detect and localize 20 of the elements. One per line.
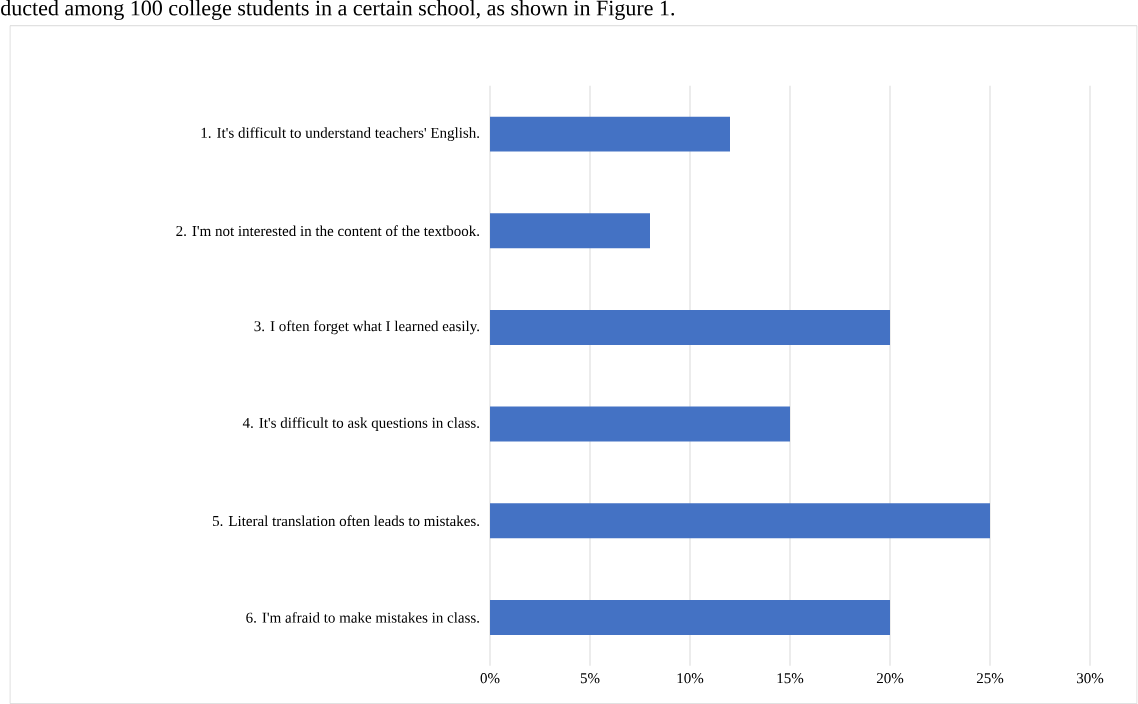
x-tick-label: 0% xyxy=(480,672,500,684)
x-tick-label: 10% xyxy=(677,672,704,684)
y-tick-label: 3. I often forget what I learned easily. xyxy=(254,320,480,335)
x-tick-label: 20% xyxy=(876,672,904,684)
x-tick-label: 15% xyxy=(777,672,804,684)
y-tick-label: 4. It's difficult to ask questions in class. xyxy=(242,417,479,431)
bar xyxy=(490,599,890,635)
bar xyxy=(490,503,990,539)
bar xyxy=(490,309,890,345)
y-tick-label: 1. It's difficult to understand teachers' English. xyxy=(201,127,479,141)
text: ducted among 100 college students in a certain school, as shown in Figure 1. xyxy=(1,0,675,20)
y-tick-label: 2. I'm not interested in the content of the textbook. xyxy=(176,225,479,237)
x-tick-label: 30% xyxy=(1076,672,1104,684)
y-tick-label: 6. I'm afraid to make mistakes in class. xyxy=(246,611,479,623)
bar xyxy=(490,116,730,152)
x-tick-label: 25% xyxy=(976,672,1004,684)
bar xyxy=(490,406,790,442)
x-tick-label: 5% xyxy=(580,672,600,684)
y-tick-label: 5. Literal translation often leads to mistakes. xyxy=(213,515,480,526)
bar xyxy=(490,213,650,249)
